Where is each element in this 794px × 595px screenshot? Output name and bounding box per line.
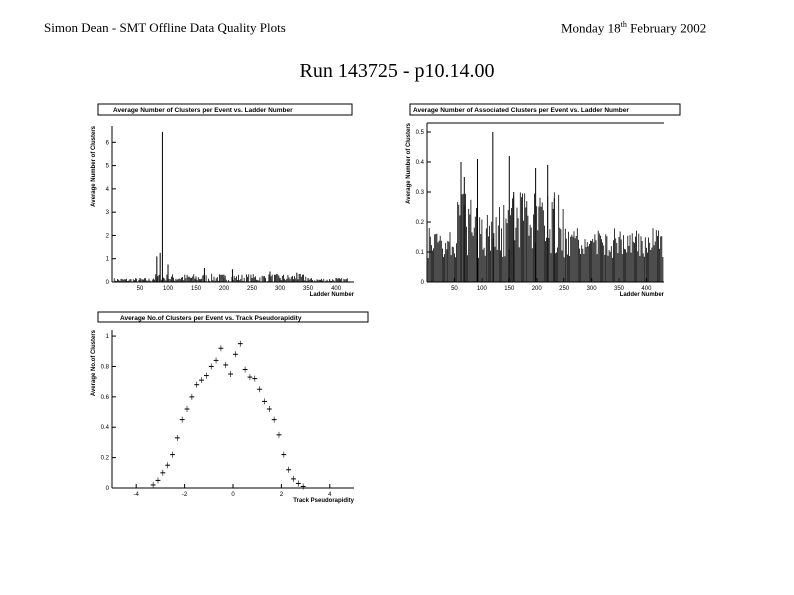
y-tick-label: 0.1 <box>416 250 425 256</box>
date-suffix: th <box>620 20 627 29</box>
chart-1: Average Number of Clusters per Event vs.… <box>91 103 355 298</box>
chart-title-box <box>97 311 369 323</box>
x-tick-label: 300 <box>275 286 286 292</box>
histogram-noise <box>427 192 664 282</box>
chart-3: Average No.of Clusters per Event vs. Tra… <box>91 311 369 504</box>
header-date: Monday 18th February 2002 <box>561 20 706 36</box>
date-day: Monday 18 <box>561 20 621 36</box>
x-tick-label: 400 <box>331 286 342 292</box>
x-axis-label: Track Pseudorapidity <box>293 498 354 504</box>
y-tick-label: 0.3 <box>416 190 425 196</box>
y-tick-label: 0.4 <box>101 425 110 431</box>
x-tick-label: 200 <box>219 286 230 292</box>
x-tick-label: 100 <box>163 286 174 292</box>
x-tick-label: 300 <box>587 286 598 292</box>
y-tick-label: 2 <box>106 233 110 239</box>
x-tick-label: 250 <box>559 286 570 292</box>
x-tick-label: 0 <box>231 492 235 498</box>
x-axis-label: Ladder Number <box>620 292 665 298</box>
chart-title-box <box>97 103 353 116</box>
y-tick-label: 4 <box>106 187 110 193</box>
y-tick-label: 0.4 <box>416 160 425 166</box>
chart-title: Average Number of Associated Clusters pe… <box>413 107 629 114</box>
y-tick-label: 0.6 <box>101 395 110 401</box>
y-tick-label: 3 <box>106 210 110 216</box>
run-title: Run 143725 - p10.14.00 <box>299 60 495 82</box>
y-tick-label: 1 <box>106 334 110 340</box>
chart-title-box <box>409 103 681 116</box>
chart-2: Average Number of Associated Clusters pe… <box>406 103 681 298</box>
chart-title: Average No.of Clusters per Event vs. Tra… <box>120 315 302 322</box>
y-tick-label: 0.5 <box>416 130 425 136</box>
x-tick-label: 350 <box>614 286 625 292</box>
y-tick-label: 0.2 <box>416 220 425 226</box>
y-tick-label: 0 <box>106 280 110 286</box>
y-tick-label: 0 <box>106 486 110 492</box>
date-rest: February 2002 <box>626 20 707 36</box>
histogram-noise <box>113 273 354 282</box>
header-author: Simon Dean - SMT Offline Data Quality Pl… <box>44 20 286 35</box>
x-tick-label: -4 <box>134 492 140 498</box>
x-axis-label: Ladder Number <box>310 292 355 298</box>
y-tick-label: 6 <box>106 140 110 146</box>
x-tick-label: 150 <box>504 286 515 292</box>
x-tick-label: 50 <box>137 286 144 292</box>
x-tick-label: -2 <box>182 492 188 498</box>
x-tick-label: 50 <box>451 286 458 292</box>
y-tick-label: 0 <box>421 280 425 286</box>
x-tick-label: 2 <box>280 492 284 498</box>
x-tick-label: 250 <box>247 286 258 292</box>
x-tick-label: 350 <box>303 286 314 292</box>
chart-title: Average Number of Clusters per Event vs.… <box>113 107 293 114</box>
y-tick-label: 0.8 <box>101 364 110 370</box>
y-tick-label: 1 <box>106 257 110 263</box>
y-tick-label: 5 <box>106 164 110 170</box>
x-tick-label: 4 <box>328 492 332 498</box>
y-axis-label: Average Number of Clusters <box>406 122 412 203</box>
y-axis-label: Average No.of Clusters <box>91 329 97 396</box>
x-tick-label: 200 <box>532 286 543 292</box>
x-tick-label: 400 <box>641 286 652 292</box>
x-tick-label: 150 <box>191 286 202 292</box>
y-tick-label: 0.2 <box>101 456 110 462</box>
y-axis-label: Average Number of Clusters <box>91 125 97 206</box>
x-tick-label: 100 <box>477 286 488 292</box>
